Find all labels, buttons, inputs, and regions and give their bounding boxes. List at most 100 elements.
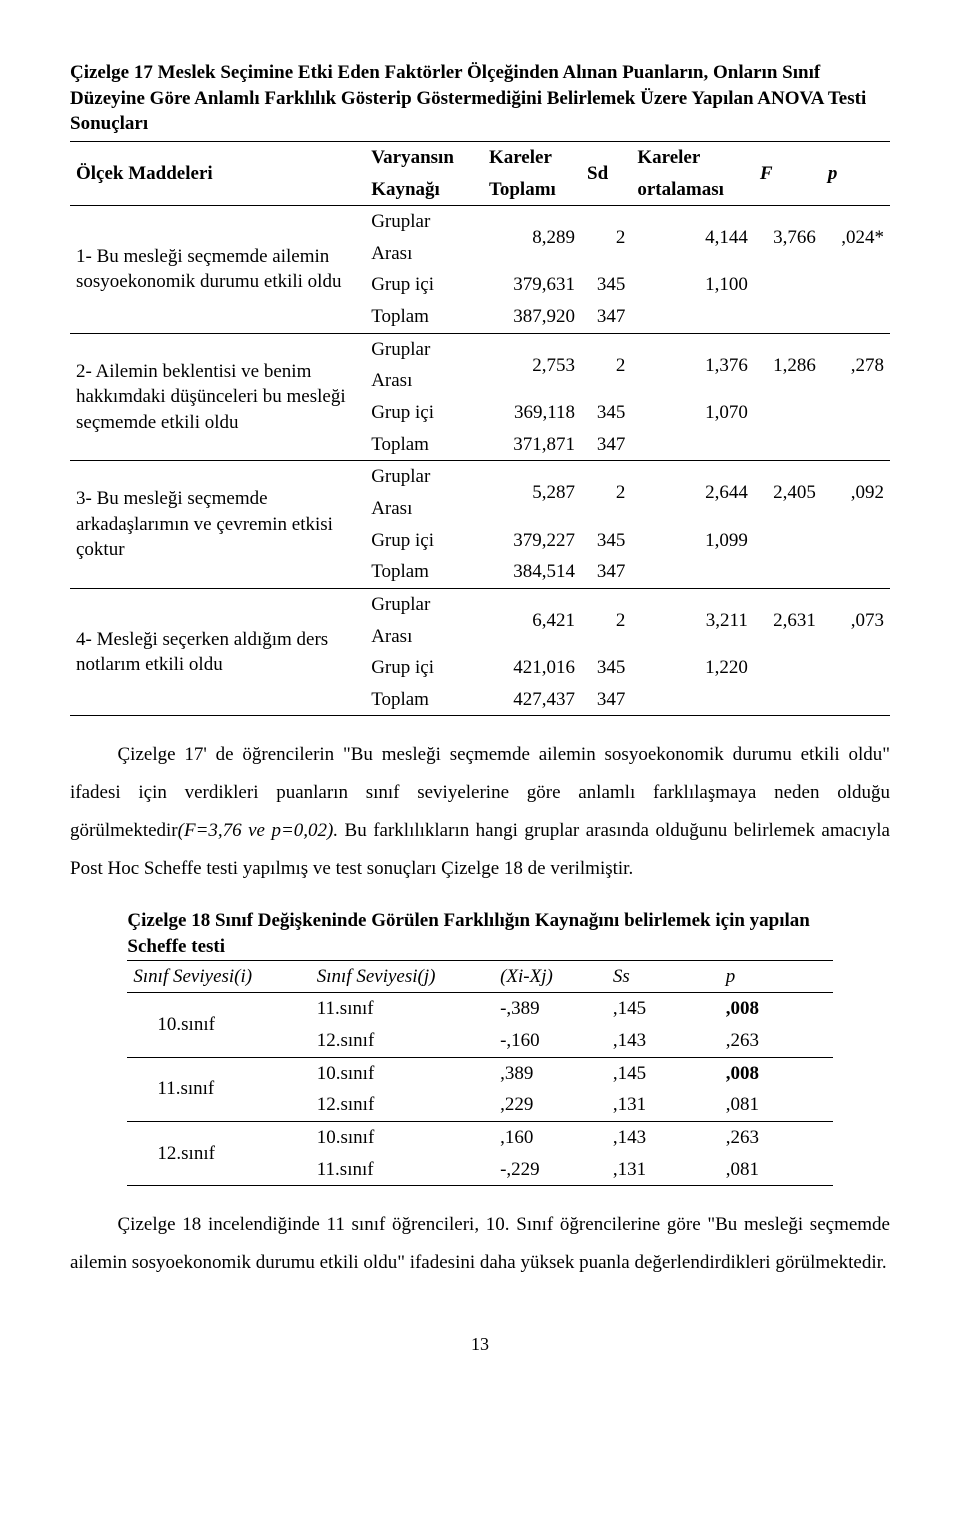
source-within: Grup içi — [365, 525, 483, 557]
cell-sd-total: 347 — [581, 429, 631, 461]
th-ortalamasi: ortalaması — [631, 174, 754, 206]
cell-sd-within: 345 — [581, 397, 631, 429]
source-between-2: Arası — [365, 365, 483, 397]
cell-diff: ,160 — [494, 1121, 607, 1153]
item-label: 3- Bu mesleği seçmemde arkadaşlarımın ve… — [70, 461, 365, 589]
cell-sd-total: 347 — [581, 301, 631, 333]
cell-p2: ,263 — [720, 1121, 833, 1153]
cell-diff: ,389 — [494, 1057, 607, 1089]
cell-sd-within: 345 — [581, 652, 631, 684]
th2-j: Sınıf Seviyesi(j) — [311, 960, 494, 993]
cell-sd-within: 345 — [581, 269, 631, 301]
cell-level-i: 10.sınıf — [127, 993, 310, 1057]
cell-ko-between: 2,644 — [631, 461, 754, 525]
table18-title: Çizelge 18 Sınıf Değişkeninde Görülen Fa… — [127, 908, 832, 959]
cell-p: ,073 — [822, 588, 890, 652]
cell-kt-within: 421,016 — [483, 652, 581, 684]
cell-ss: ,143 — [607, 1025, 720, 1057]
cell-ss: ,131 — [607, 1154, 720, 1186]
cell-ko-between: 4,144 — [631, 206, 754, 270]
th-kaynagi: Kaynağı — [365, 174, 483, 206]
th2-d: (Xi-Xj) — [494, 960, 607, 993]
cell-p: ,024* — [822, 206, 890, 270]
cell-kt-between: 6,421 — [483, 588, 581, 652]
cell-ko-within: 1,070 — [631, 397, 754, 429]
cell-f: 2,405 — [754, 461, 822, 525]
cell-p2: ,008 — [720, 993, 833, 1025]
cell-ko-between: 1,376 — [631, 333, 754, 397]
item-label: 2- Ailemin beklentisi ve benim hakkımdak… — [70, 333, 365, 461]
cell-kt-within: 369,118 — [483, 397, 581, 429]
cell-sd-between: 2 — [581, 206, 631, 270]
th-f: F — [754, 141, 822, 205]
cell-ko-within: 1,220 — [631, 652, 754, 684]
cell-kt-between: 5,287 — [483, 461, 581, 525]
cell-f: 2,631 — [754, 588, 822, 652]
cell-ko-between: 3,211 — [631, 588, 754, 652]
cell-p: ,092 — [822, 461, 890, 525]
source-between-1: Gruplar — [365, 588, 483, 620]
cell-level-j: 10.sınıf — [311, 1121, 494, 1153]
cell-p2: ,263 — [720, 1025, 833, 1057]
cell-ss: ,145 — [607, 993, 720, 1025]
th2-ss: Ss — [607, 960, 720, 993]
cell-level-j: 11.sınıf — [311, 1154, 494, 1186]
cell-level-i: 12.sınıf — [127, 1121, 310, 1185]
source-between-2: Arası — [365, 621, 483, 653]
cell-ss: ,131 — [607, 1089, 720, 1121]
cell-ko-within: 1,099 — [631, 525, 754, 557]
anova-table: Ölçek Maddeleri Varyansın Kareler Sd Kar… — [70, 141, 890, 717]
cell-sd-total: 347 — [581, 684, 631, 716]
cell-ss: ,145 — [607, 1057, 720, 1089]
source-total: Toplam — [365, 556, 483, 588]
cell-p2: ,081 — [720, 1089, 833, 1121]
cell-sd-within: 345 — [581, 525, 631, 557]
para1-b: (F=3,76 ve p=0,02). — [178, 820, 338, 841]
source-between-1: Gruplar — [365, 206, 483, 238]
cell-sd-between: 2 — [581, 333, 631, 397]
scheffe-table: Sınıf Seviyesi(i) Sınıf Seviyesi(j) (Xi-… — [127, 960, 832, 1186]
cell-level-j: 11.sınıf — [311, 993, 494, 1025]
cell-ko-within: 1,100 — [631, 269, 754, 301]
cell-diff: -,160 — [494, 1025, 607, 1057]
cell-kt-total: 384,514 — [483, 556, 581, 588]
cell-level-j: 12.sınıf — [311, 1089, 494, 1121]
cell-level-j: 12.sınıf — [311, 1025, 494, 1057]
item-label: 4- Mesleği seçerken aldığım ders notları… — [70, 588, 365, 716]
source-within: Grup içi — [365, 397, 483, 429]
th-kareler2a: Kareler — [631, 141, 754, 173]
cell-level-j: 10.sınıf — [311, 1057, 494, 1089]
cell-sd-between: 2 — [581, 461, 631, 525]
cell-sd-total: 347 — [581, 556, 631, 588]
source-between-1: Gruplar — [365, 333, 483, 365]
source-total: Toplam — [365, 684, 483, 716]
cell-kt-within: 379,227 — [483, 525, 581, 557]
cell-diff: -,229 — [494, 1154, 607, 1186]
source-total: Toplam — [365, 429, 483, 461]
th-olcek: Ölçek Maddeleri — [70, 141, 365, 205]
cell-p: ,278 — [822, 333, 890, 397]
cell-ss: ,143 — [607, 1121, 720, 1153]
table17-title: Çizelge 17 Meslek Seçimine Etki Eden Fak… — [70, 60, 890, 137]
cell-level-i: 11.sınıf — [127, 1057, 310, 1121]
cell-diff: -,389 — [494, 993, 607, 1025]
cell-kt-between: 2,753 — [483, 333, 581, 397]
source-within: Grup içi — [365, 652, 483, 684]
source-between-2: Arası — [365, 493, 483, 525]
th2-i: Sınıf Seviyesi(i) — [127, 960, 310, 993]
item-label: 1- Bu mesleği seçmemde ailemin sosyoekon… — [70, 206, 365, 334]
page-number: 13 — [70, 1332, 890, 1356]
cell-sd-between: 2 — [581, 588, 631, 652]
cell-p2: ,008 — [720, 1057, 833, 1089]
th2-p: p — [720, 960, 833, 993]
cell-kt-between: 8,289 — [483, 206, 581, 270]
cell-f: 1,286 — [754, 333, 822, 397]
source-total: Toplam — [365, 301, 483, 333]
cell-kt-total: 387,920 — [483, 301, 581, 333]
th-varyansin: Varyansın — [365, 141, 483, 173]
th-toplami: Toplamı — [483, 174, 581, 206]
cell-kt-within: 379,631 — [483, 269, 581, 301]
th-sd: Sd — [581, 141, 631, 205]
th-p: p — [822, 141, 890, 205]
paragraph-1: Çizelge 17' de öğrencilerin "Bu mesleği … — [70, 736, 890, 888]
